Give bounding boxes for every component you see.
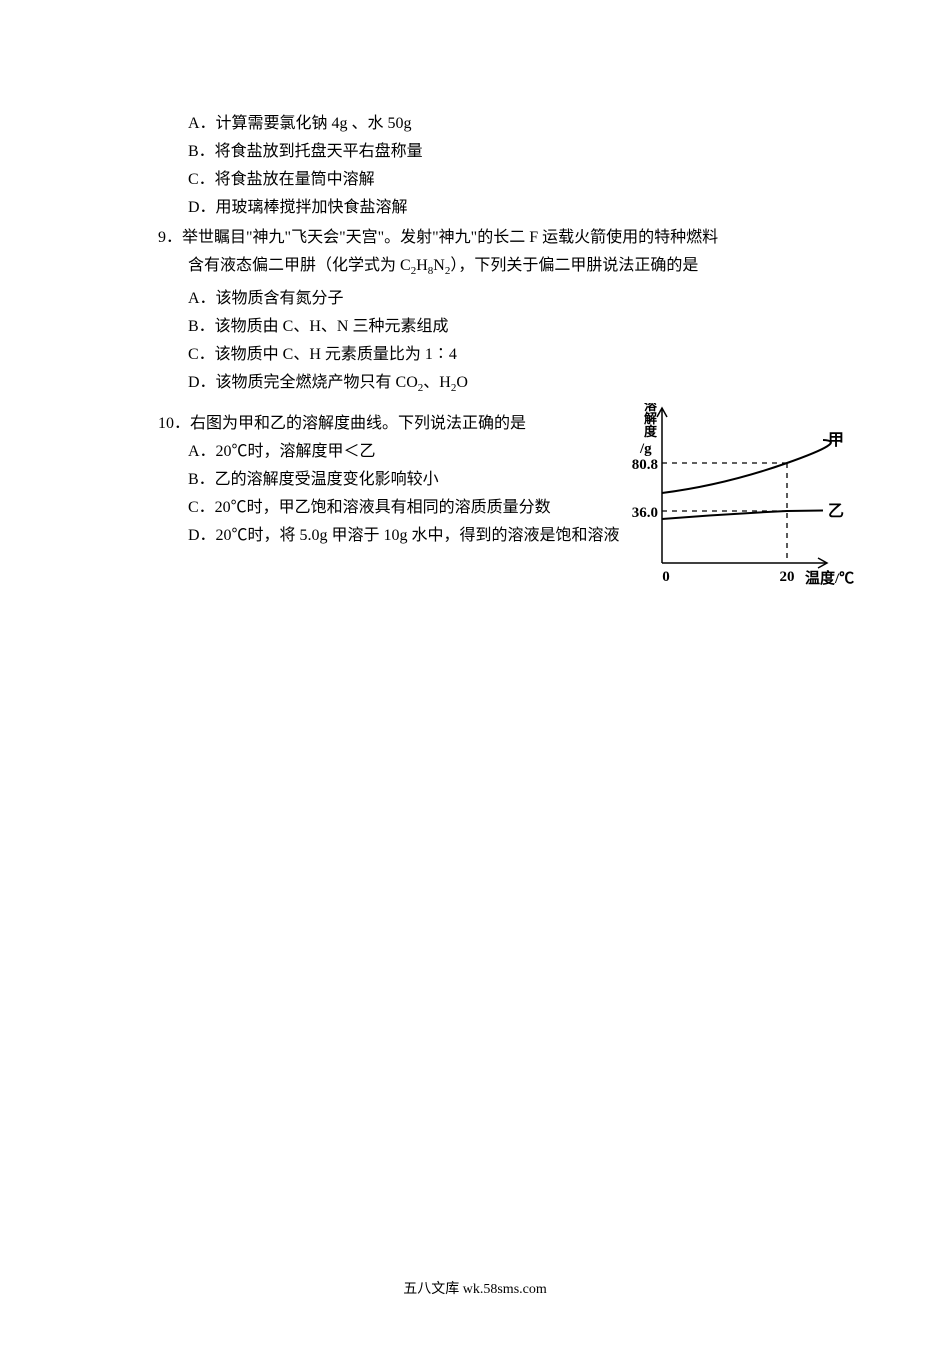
q9-option-b: B．该物质由 C、H、N 三种元素组成 xyxy=(188,313,800,341)
x-label: 温度/℃ xyxy=(805,569,854,587)
q9-d-end: O xyxy=(456,374,468,391)
q9-line1: 举世瞩目"神九"飞天会"天宫"。发射"神九"的长二 F 运载火箭使用的特种燃料 xyxy=(182,229,718,246)
curve-jia xyxy=(662,440,831,493)
y-tick-lo: 36.0 xyxy=(632,505,658,521)
curve-yi xyxy=(662,511,823,520)
q9-d-mid: 、H xyxy=(423,374,451,391)
q9-option-a: A．该物质含有氮分子 xyxy=(188,285,800,313)
q9-l2b: H xyxy=(416,257,428,274)
q8-option-b: B．将食盐放到托盘天平右盘称量 xyxy=(188,138,800,166)
q9-stem: 9．举世瞩目"神九"飞天会"天宫"。发射"神九"的长二 F 运载火箭使用的特种燃… xyxy=(158,224,800,252)
y-label-3: 度 xyxy=(644,424,658,439)
q9-number: 9． xyxy=(158,229,182,246)
q8-option-c: C．将食盐放在量筒中溶解 xyxy=(188,166,800,194)
q9-option-c: C．该物质中 C、H 元素质量比为 1∶4 xyxy=(188,341,800,369)
series-label-yi: 乙 xyxy=(828,503,844,520)
footer-text: 五八文库 wk.58sms.com xyxy=(0,1278,950,1298)
q8-option-d: D．用玻璃棒搅拌加快食盐溶解 xyxy=(188,194,800,222)
series-label-jia: 甲 xyxy=(828,431,844,449)
q10-number: 10． xyxy=(158,415,190,432)
q9-l2a: 含有液态偏二甲肼（化学式为 C xyxy=(188,257,411,274)
q8-option-a: A．计算需要氯化钠 4g 、水 50g xyxy=(188,110,800,138)
solubility-chart: 溶 解 度 /g 80.8 36.0 0 20 温度/℃ 甲 乙 xyxy=(582,403,862,603)
q10-stem-text: 右图为甲和乙的溶解度曲线。下列说法正确的是 xyxy=(190,415,526,432)
q9-d-pre: D．该物质完全燃烧产物只有 CO xyxy=(188,374,418,391)
q9-l2d: ），下列关于偏二甲肼说法正确的是 xyxy=(450,257,698,274)
x-origin: 0 xyxy=(662,569,670,585)
y-tick-hi: 80.8 xyxy=(632,457,658,473)
y-unit: /g xyxy=(639,441,652,457)
q9-option-d: D．该物质完全燃烧产物只有 CO2、H2O xyxy=(188,369,800,402)
q9-stem-line2: 含有液态偏二甲肼（化学式为 C2H8N2），下列关于偏二甲肼说法正确的是 xyxy=(188,252,800,285)
q9-l2c: N xyxy=(433,257,445,274)
chart-svg: 溶 解 度 /g 80.8 36.0 0 20 温度/℃ 甲 乙 xyxy=(582,403,862,603)
x-tick: 20 xyxy=(780,569,795,585)
